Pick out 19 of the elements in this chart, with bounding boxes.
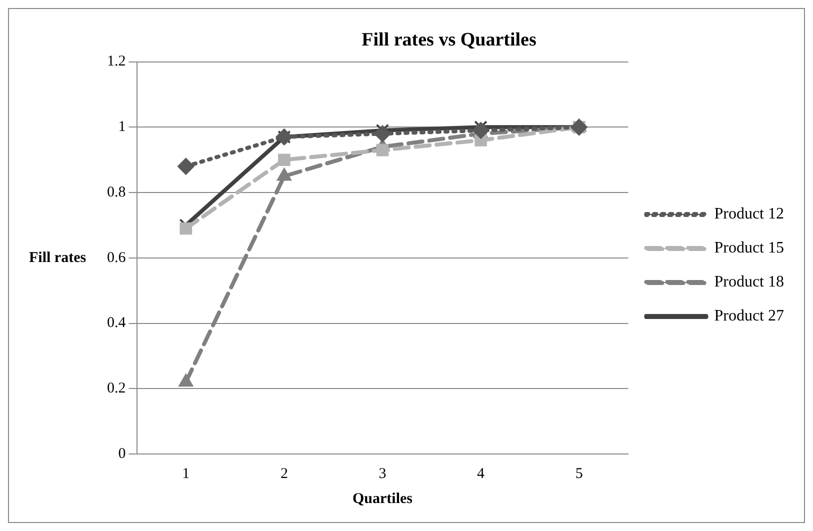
y-tick-label: 0.2 — [107, 380, 126, 397]
legend-label: Product 27 — [714, 308, 784, 325]
legend-label: Product 18 — [714, 274, 784, 291]
y-tick-label: 0.4 — [107, 315, 126, 332]
x-tick-label: 5 — [575, 466, 583, 482]
x-tick-label: 2 — [280, 466, 288, 482]
y-tick-label: 0.6 — [107, 250, 126, 266]
chart-title: Fill rates vs Quartiles — [362, 29, 536, 50]
legend-label: Product 15 — [714, 240, 784, 257]
y-axis-title: Fill rates — [29, 250, 86, 266]
y-tick-label: 0 — [118, 446, 126, 462]
y-tick-label: 1.2 — [107, 54, 126, 70]
legend-label: Product 12 — [714, 206, 784, 223]
x-tick-label: 3 — [378, 466, 386, 482]
x-tick-label: 1 — [182, 466, 190, 482]
y-tick-label: 0.8 — [107, 184, 126, 200]
x-axis-title: Quartiles — [352, 490, 413, 507]
y-tick-label: 1 — [118, 119, 126, 136]
x-tick-label: 4 — [477, 466, 486, 482]
